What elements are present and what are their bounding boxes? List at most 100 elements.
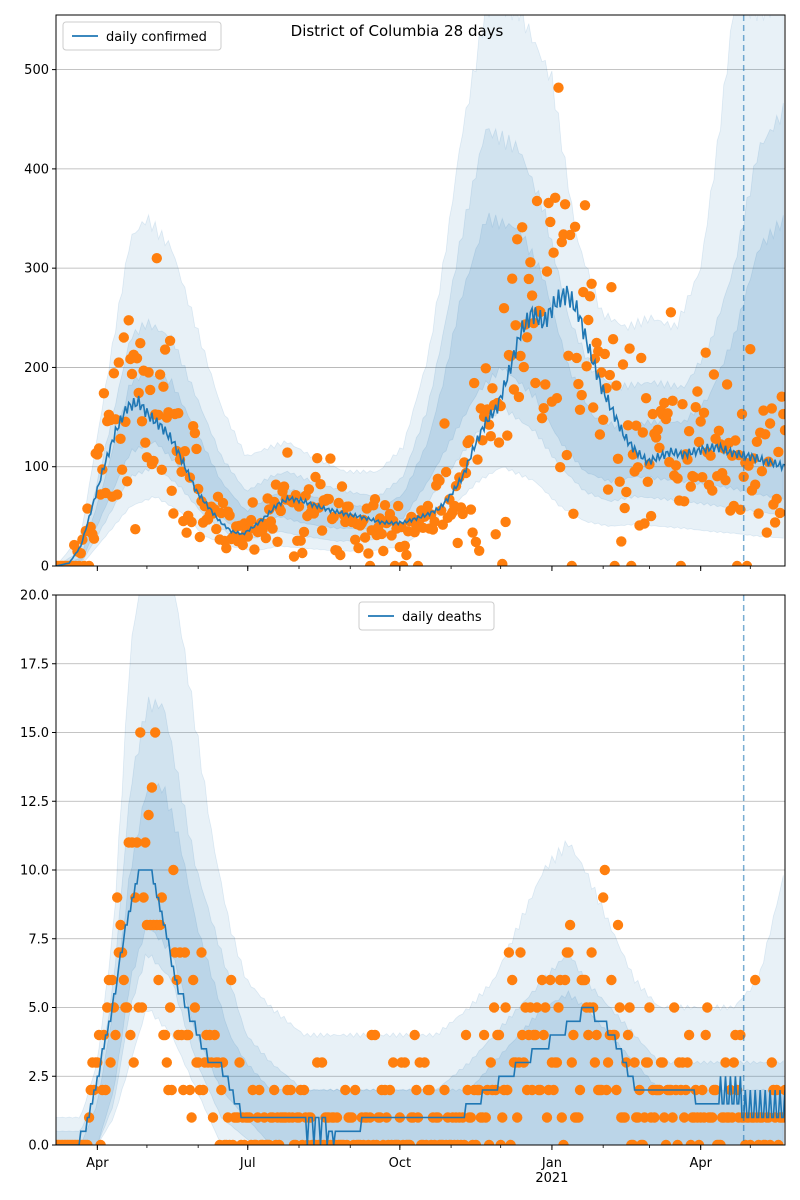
observation-point: [369, 1029, 381, 1041]
observation-point: [179, 446, 191, 457]
observation-point: [778, 408, 785, 420]
observation-point: [173, 408, 184, 419]
observation-point: [328, 511, 339, 523]
observation-point: [136, 1002, 148, 1013]
observation-point: [121, 1002, 133, 1013]
observation-point: [766, 1057, 777, 1068]
observation-point: [474, 545, 485, 556]
observation-point: [166, 485, 177, 496]
observation-point: [399, 540, 410, 551]
legend-box: [358, 601, 495, 631]
series-line: [56, 285, 785, 566]
observation-point: [693, 436, 705, 448]
plot-area: [56, 595, 785, 1145]
observation-point: [611, 1084, 622, 1096]
y-tick-label: 400: [24, 162, 49, 177]
observation-point: [713, 425, 725, 436]
observation-point: [495, 1139, 506, 1145]
observation-point: [579, 974, 591, 986]
observation-point: [531, 195, 543, 207]
observation-point: [331, 1112, 343, 1123]
observation-point: [404, 1139, 415, 1145]
observation-point: [483, 419, 495, 430]
observation-point: [756, 466, 768, 477]
observation-point: [517, 222, 528, 233]
observation-point: [621, 486, 632, 498]
observation-point: [399, 1057, 410, 1068]
observation-point: [541, 1112, 553, 1123]
observation-point: [113, 357, 125, 368]
observation-point: [683, 426, 695, 437]
observation-point: [409, 1029, 420, 1041]
observation-point: [388, 1057, 399, 1068]
observation-point: [645, 510, 657, 522]
observation-point: [108, 1002, 120, 1013]
observation-point: [278, 481, 290, 492]
observation-point: [773, 446, 784, 458]
x-tick-label: Oct: [389, 1156, 411, 1171]
y-tick-label: 300: [24, 262, 49, 277]
series-line: [56, 869, 785, 1145]
observation-point: [698, 407, 710, 418]
observation-point: [548, 1084, 559, 1096]
observation-point: [397, 560, 409, 566]
x-tick-label: Jan: [541, 1156, 562, 1171]
observation-point: [440, 466, 452, 478]
y-tick-label: 10.0: [20, 864, 49, 879]
observation-point: [112, 892, 123, 903]
observation-point: [559, 974, 571, 986]
observation-point: [525, 257, 536, 268]
observation-point: [379, 500, 391, 511]
observation-point: [632, 462, 644, 473]
observation-point: [498, 303, 510, 314]
observation-point: [493, 437, 505, 448]
observation-point: [184, 1084, 196, 1096]
observation-point: [133, 387, 144, 399]
observation-point: [700, 347, 711, 358]
observation-point: [512, 1112, 523, 1123]
observation-point: [667, 395, 678, 406]
observation-point: [105, 1057, 116, 1068]
observation-point: [751, 436, 763, 447]
observation-point: [156, 464, 167, 475]
observation-point: [183, 1029, 194, 1041]
observation-point: [540, 1002, 551, 1013]
observation-point: [295, 535, 306, 546]
observation-point: [589, 1057, 601, 1068]
confirmed-panel: 0 100 200 300 400 500 daily confirmed District …: [24, 14, 786, 575]
observation-point: [553, 1002, 564, 1013]
observation-point: [745, 1139, 756, 1145]
observation-point: [563, 350, 574, 361]
observation-point: [131, 837, 143, 848]
observation-point: [639, 518, 650, 529]
y-tick-label: 12.5: [20, 795, 49, 810]
observation-point: [503, 947, 515, 958]
observation-point: [288, 551, 300, 562]
y-tick-label: 0.0: [28, 1139, 49, 1154]
observation-point: [526, 290, 538, 301]
observation-point: [551, 1057, 563, 1068]
observation-point: [662, 408, 673, 419]
observation-point: [616, 536, 627, 547]
x-tick-label: Jul: [239, 1156, 256, 1171]
observation-point: [130, 524, 141, 535]
observation-point: [125, 1029, 136, 1041]
observation-point: [93, 443, 105, 454]
observation-point: [293, 501, 305, 512]
observation-point: [436, 505, 447, 516]
observation-point: [270, 479, 282, 490]
observation-point: [667, 1112, 678, 1123]
observation-point: [82, 1139, 93, 1145]
observation-point: [679, 496, 690, 507]
observation-point: [750, 479, 761, 490]
observation-point: [568, 1029, 579, 1041]
observation-point: [272, 536, 283, 547]
observation-point: [378, 545, 389, 557]
observation-point: [267, 523, 278, 534]
observation-point: [508, 384, 520, 395]
observation-point: [333, 497, 344, 509]
observation-point: [480, 363, 491, 374]
observation-point: [469, 377, 480, 389]
observation-point: [697, 1084, 708, 1096]
observation-point: [682, 1057, 693, 1068]
